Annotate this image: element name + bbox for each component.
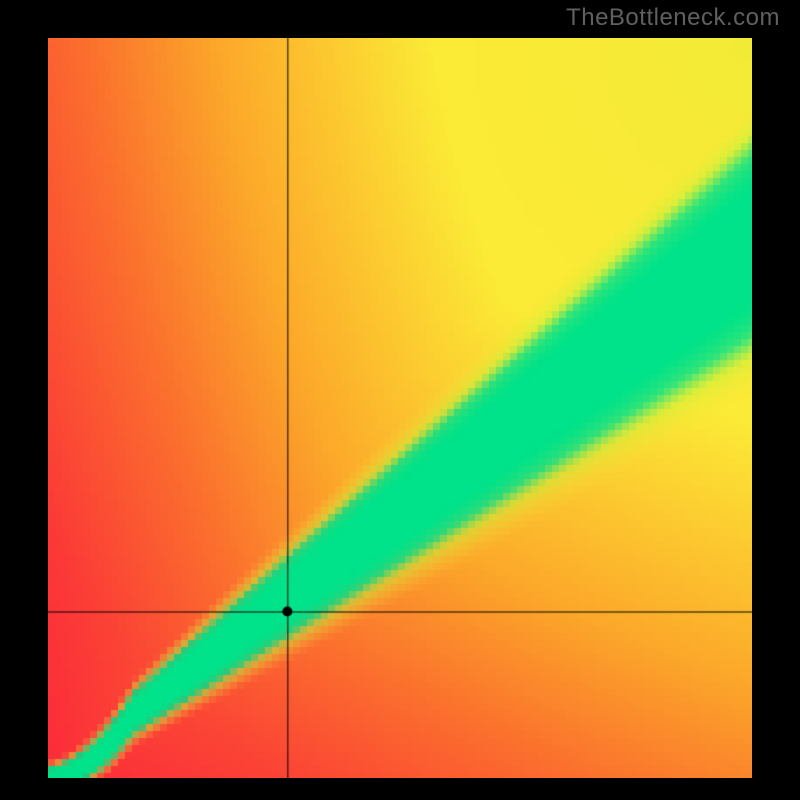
plot-area [48,38,752,778]
heatmap-canvas [48,38,752,778]
chart-container: TheBottleneck.com [0,0,800,800]
watermark-text: TheBottleneck.com [566,4,780,32]
